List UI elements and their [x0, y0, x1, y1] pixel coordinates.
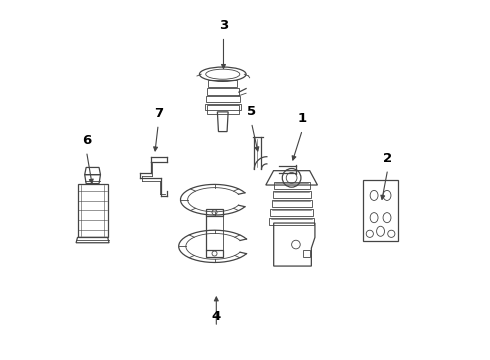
Text: 5: 5	[247, 105, 256, 118]
Text: 7: 7	[154, 107, 163, 120]
Text: 3: 3	[219, 19, 228, 32]
Text: 6: 6	[82, 134, 91, 147]
Text: 4: 4	[212, 310, 221, 323]
Text: 2: 2	[383, 152, 392, 165]
Text: 1: 1	[298, 112, 307, 126]
